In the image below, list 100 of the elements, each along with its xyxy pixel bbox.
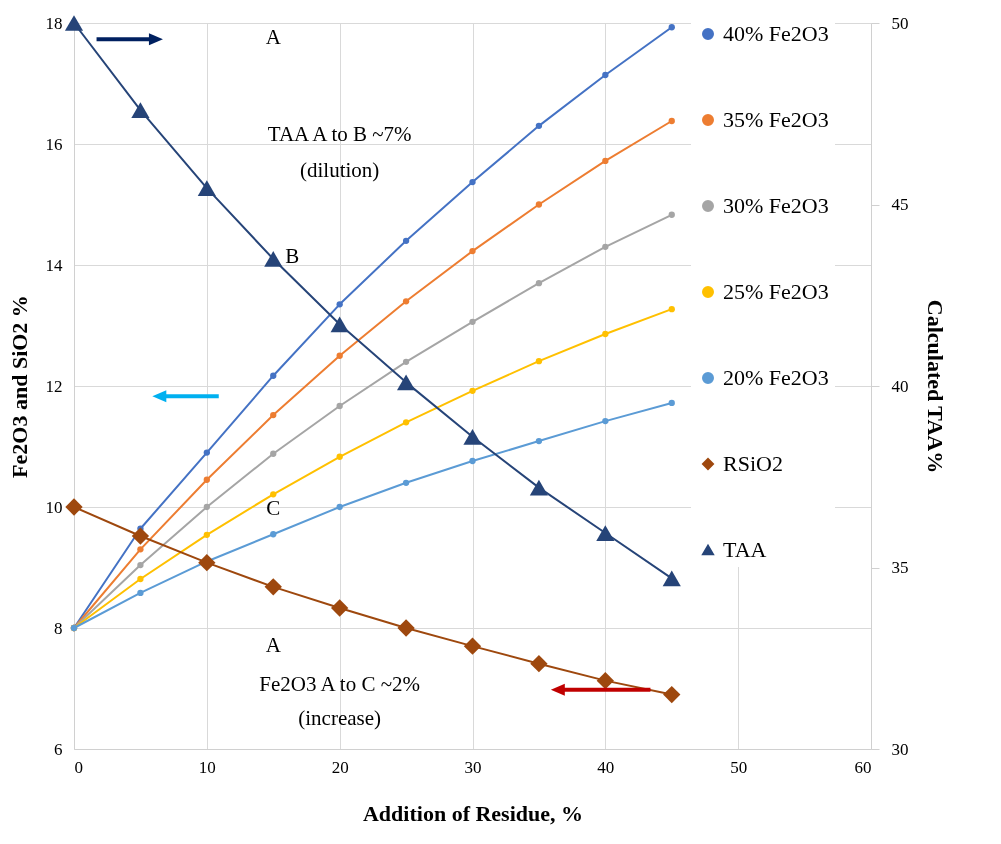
- point: [535, 122, 543, 130]
- annotation: C: [266, 495, 281, 520]
- x-tick-label: 60: [854, 757, 872, 777]
- point: [463, 428, 482, 445]
- point: [336, 453, 343, 460]
- point: [331, 599, 349, 617]
- legend-label: 35% Fe2O3: [723, 107, 829, 132]
- point: [203, 476, 210, 483]
- point: [469, 178, 476, 186]
- point: [402, 298, 410, 305]
- point: [602, 71, 609, 79]
- point: [668, 211, 675, 218]
- annotation: TAA A to B ~7%: [267, 121, 412, 146]
- y2-tick-label: 50: [891, 13, 909, 33]
- point: [596, 525, 615, 541]
- point: [137, 589, 144, 597]
- point: [197, 180, 216, 197]
- point: [270, 491, 277, 498]
- point: [596, 671, 614, 690]
- point: [469, 457, 476, 465]
- annotation: (dilution): [300, 158, 380, 183]
- legend-label: RSiO2: [723, 451, 783, 476]
- y2-axis-title: Calculated TAA%: [922, 299, 948, 474]
- point: [402, 419, 410, 426]
- point: [270, 531, 277, 538]
- legend-label: 30% Fe2O3: [723, 193, 829, 218]
- point: [535, 437, 543, 445]
- point: [137, 575, 144, 583]
- x-tick-label: 0: [74, 757, 83, 777]
- point: [397, 619, 415, 637]
- x-tick-label: 20: [331, 757, 349, 777]
- point: [203, 449, 210, 456]
- y-axis-title: Fe2O3 and SiO2 %: [6, 295, 32, 478]
- point: [402, 479, 410, 486]
- point: [203, 503, 210, 511]
- y2-tick-label: 35: [891, 558, 909, 577]
- point: [270, 450, 277, 457]
- point: [535, 279, 543, 287]
- point: [397, 374, 416, 391]
- point: [402, 358, 410, 365]
- point: [137, 546, 144, 553]
- point: [602, 417, 609, 425]
- legend-label: 40% Fe2O3: [723, 21, 829, 46]
- point: [668, 306, 675, 313]
- point: [64, 15, 84, 31]
- point: [203, 531, 210, 538]
- point: [535, 358, 543, 365]
- point: [663, 685, 681, 704]
- point: [469, 387, 476, 394]
- y-tick-label: 18: [45, 13, 63, 33]
- annotation: A: [265, 633, 282, 658]
- point: [469, 318, 476, 326]
- point: [529, 479, 548, 496]
- point: [131, 527, 150, 545]
- point: [330, 316, 349, 333]
- point: [336, 402, 343, 410]
- point: [668, 24, 675, 31]
- annotation: A: [265, 25, 282, 50]
- point: [336, 352, 343, 359]
- point: [602, 243, 609, 251]
- y-tick-label: 6: [54, 739, 63, 759]
- y2-tick-label: 40: [891, 376, 909, 396]
- x-tick-label: 40: [597, 757, 615, 777]
- y-tick-label: 8: [54, 618, 63, 638]
- point: [270, 372, 277, 379]
- point: [137, 561, 144, 569]
- y-tick-label: 14: [45, 255, 63, 275]
- legend-label: TAA: [723, 537, 767, 562]
- point: [535, 201, 543, 208]
- point: [469, 247, 476, 255]
- y2-tick-label: 45: [891, 195, 909, 214]
- point: [264, 251, 283, 267]
- point: [270, 411, 277, 419]
- x-tick-label: 30: [464, 757, 482, 777]
- point: [662, 570, 681, 587]
- x-tick-label: 50: [730, 757, 748, 777]
- point: [668, 399, 675, 407]
- x-axis-title: Addition of Residue, %: [362, 800, 584, 826]
- point: [336, 503, 343, 511]
- point: [602, 157, 609, 165]
- y-tick-label: 10: [45, 497, 63, 517]
- y2-tick-label: 30: [891, 739, 909, 759]
- annotation: B: [285, 243, 300, 268]
- point: [65, 498, 83, 516]
- point: [463, 637, 482, 655]
- point: [336, 301, 343, 308]
- y-tick-label: 16: [45, 134, 63, 154]
- point: [530, 655, 548, 673]
- point: [131, 102, 150, 118]
- point: [264, 578, 282, 596]
- point: [668, 117, 675, 125]
- point: [602, 330, 609, 338]
- legend-label: 25% Fe2O3: [723, 279, 829, 304]
- annotation: (increase): [298, 705, 382, 730]
- point: [198, 554, 216, 572]
- annotation: Fe2O3 A to C ~2%: [259, 672, 421, 697]
- legend-label: 20% Fe2O3: [723, 365, 829, 390]
- point: [402, 237, 410, 244]
- x-tick-label: 10: [198, 757, 216, 777]
- y-tick-label: 12: [45, 376, 63, 396]
